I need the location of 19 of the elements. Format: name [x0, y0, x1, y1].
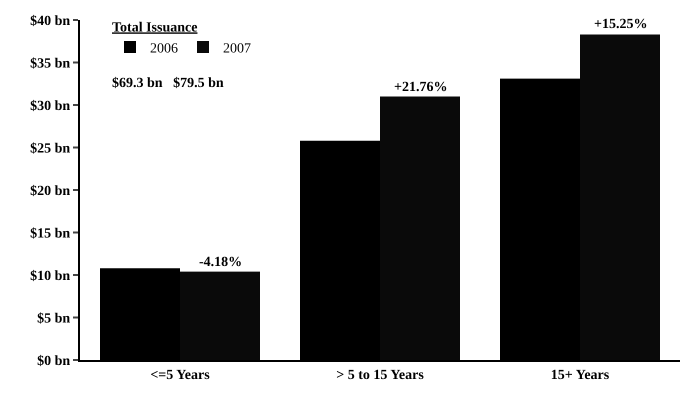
legend-label: 2006	[150, 41, 178, 56]
y-tick-label: $35 bn	[30, 56, 70, 72]
annotation: $69.3 bn $79.5 bn	[112, 76, 224, 91]
x-tick-label: > 5 to 15 Years	[336, 368, 424, 383]
x-tick-label: 15+ Years	[550, 368, 610, 383]
legend-label: 2007	[223, 41, 251, 56]
y-tick-label: $15 bn	[30, 226, 70, 242]
legend-title: Total Issuance	[112, 20, 198, 36]
y-tick-label: $0 bn	[37, 354, 70, 369]
y-tick-label: $5 bn	[37, 311, 70, 326]
y-tick-label: $30 bn	[30, 98, 70, 114]
x-tick-label: <=5 Years	[150, 368, 210, 383]
y-tick-label: $10 bn	[30, 268, 70, 284]
annotation: +21.76%	[394, 80, 448, 95]
y-tick-label: $40 bn	[30, 14, 70, 29]
y-tick-label: $20 bn	[30, 184, 70, 199]
annotation: -4.18%	[199, 255, 242, 270]
y-tick-label: $25 bn	[30, 141, 70, 156]
annotation: +15.25%	[594, 17, 648, 32]
